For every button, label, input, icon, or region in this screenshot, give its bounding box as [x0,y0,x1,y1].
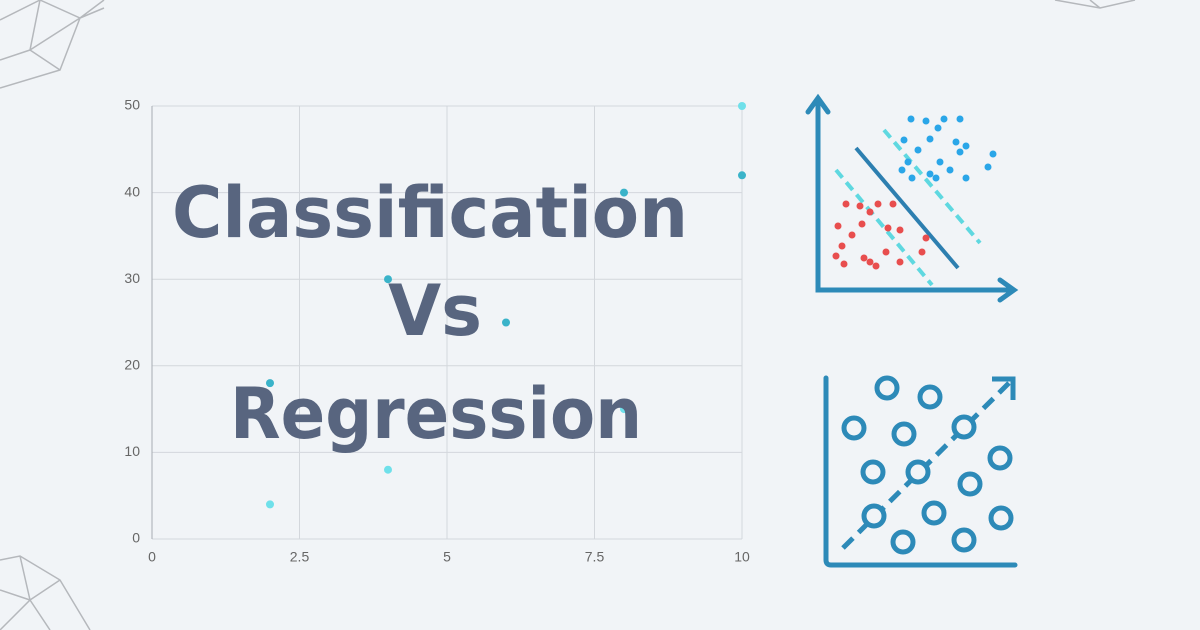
point [620,405,628,414]
title-group: Classification Vs Regression [172,172,688,455]
icon-blue-dots [898,115,997,182]
icon-boundary [854,146,960,270]
classification-icon [805,93,1019,303]
y-tick-label: 30 [124,270,140,286]
point [266,379,274,388]
point [266,500,274,509]
y-tick-label: 50 [124,97,140,113]
icon-axes [815,100,1012,293]
point [502,318,510,327]
point [738,102,746,110]
title-line: Regression [230,373,642,455]
x-tick-label: 2.5 [290,549,310,565]
icon-margin [834,168,934,287]
icon-axes [823,375,1018,568]
y-tick-label: 20 [124,357,140,373]
y-tick-label: 40 [124,183,140,199]
title-line: Classification [172,172,688,254]
x-tick-label: 10 [734,549,750,565]
x-tick-label: 0 [148,549,156,565]
x-tick-label: 5 [443,549,451,565]
point [620,188,628,197]
regression-icon [823,375,1018,568]
corner-mesh [0,0,1136,630]
point [502,431,510,440]
icon-arrows [805,93,1019,303]
icon-margin [882,128,982,245]
y-tick-label: 10 [124,443,140,459]
icon-circles [841,375,1014,555]
y-tick-label: 0 [132,530,140,546]
title-line: Vs [388,270,482,352]
icon-arrow [992,376,1016,400]
point [384,465,392,474]
point [384,275,392,284]
x-tick-label: 7.5 [585,549,605,565]
icon-red-dots [832,200,930,270]
plot: 0 10 20 30 40 50 0 2.5 5 7.5 10 [124,97,750,565]
point [738,171,746,180]
